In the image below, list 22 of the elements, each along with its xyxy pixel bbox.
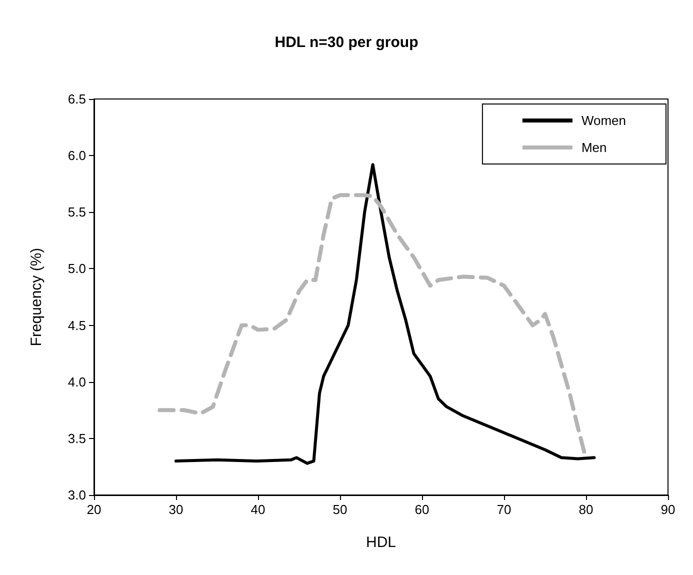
x-tick-label: 30 <box>168 502 184 517</box>
y-tick-label: 3.5 <box>68 430 86 446</box>
x-tick-label: 70 <box>496 502 512 517</box>
y-tick-label: 6.5 <box>68 92 86 106</box>
line-series <box>174 163 596 465</box>
y-tick-label: 6.0 <box>68 148 86 164</box>
y-tick-label: 3.0 <box>68 488 86 502</box>
x-axis-title: HDL <box>366 534 396 551</box>
x-tick-label: 40 <box>250 502 266 517</box>
x-tick-label: 80 <box>578 502 594 517</box>
x-tick-label: 20 <box>86 502 102 517</box>
x-tick-label: 60 <box>414 502 430 517</box>
x-tick-label: 50 <box>332 502 348 517</box>
y-tick-label: 4.0 <box>68 374 86 390</box>
legend-label: Men <box>581 140 607 155</box>
x-tick-label: 90 <box>660 502 676 517</box>
y-tick-label: 5.0 <box>68 261 86 276</box>
y-tick-label: 5.5 <box>68 204 86 220</box>
legend-label: Women <box>581 113 626 128</box>
chart-title: HDL n=30 per group <box>274 34 418 51</box>
y-axis-title: Frequency (%) <box>28 248 45 346</box>
y-tick-label: 4.5 <box>68 318 86 333</box>
